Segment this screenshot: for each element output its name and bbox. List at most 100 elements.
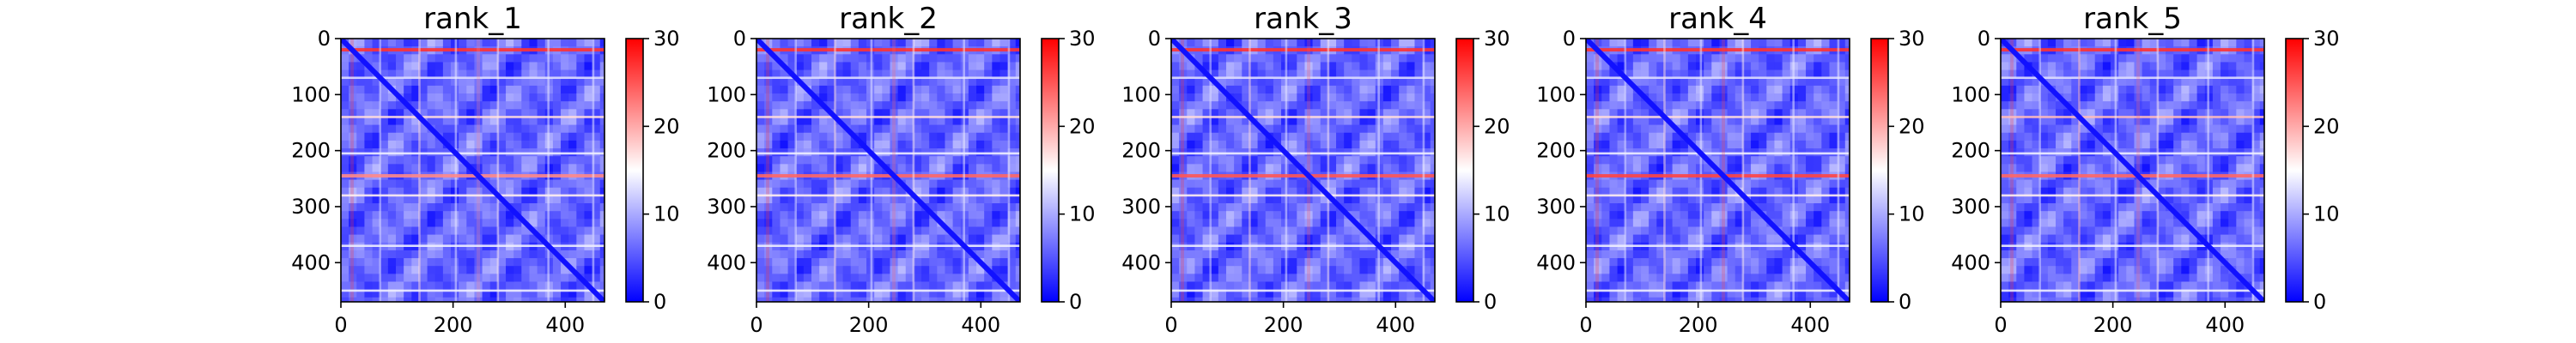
- heatmap-cell: [497, 77, 507, 87]
- heatmap-cell: [897, 85, 907, 94]
- heatmap-cell: [419, 281, 428, 291]
- heatmap-band-col: [477, 39, 480, 302]
- heatmap-cell: [897, 140, 907, 149]
- heatmap-cell: [396, 250, 404, 259]
- heatmap-cell: [984, 289, 993, 298]
- heatmap-cell: [1289, 250, 1297, 259]
- heatmap-cell: [780, 226, 789, 236]
- heatmap-cell: [1594, 281, 1602, 291]
- heatmap-cell: [434, 140, 444, 149]
- heatmap-cell: [1297, 77, 1306, 87]
- heatmap-cell: [1007, 211, 1017, 220]
- heatmap-cell: [1226, 54, 1235, 63]
- heatmap-cell: [1704, 187, 1712, 196]
- heatmap-cell: [1806, 156, 1814, 165]
- heatmap-cell: [1742, 281, 1752, 291]
- heatmap-cell: [929, 289, 938, 298]
- heatmap-cell: [952, 140, 962, 149]
- heatmap-cell: [1649, 179, 1657, 189]
- heatmap-cell: [568, 101, 577, 110]
- heatmap-cell: [349, 250, 357, 259]
- heatmap-cell: [905, 250, 914, 259]
- heatmap-cell: [1609, 226, 1619, 236]
- heatmap-cell: [1797, 93, 1807, 102]
- heatmap-cell: [1797, 164, 1807, 173]
- heatmap-cell: [897, 132, 907, 141]
- heatmap-cell: [787, 62, 797, 71]
- heatmap-cell: [1171, 156, 1180, 165]
- heatmap-cell: [592, 85, 601, 94]
- heatmap-cell: [434, 54, 444, 63]
- heatmap-cell: [992, 258, 1001, 267]
- heatmap-cell: [466, 203, 476, 212]
- heatmap-cell: [1782, 85, 1791, 94]
- heatmap-cell: [1210, 124, 1219, 134]
- heatmap-cell: [1680, 250, 1689, 259]
- heatmap-cell: [850, 289, 860, 298]
- heatmap-cell: [404, 211, 412, 220]
- heatmap-cell: [1399, 77, 1407, 87]
- heatmap-cell: [1594, 219, 1602, 228]
- heatmap-cell: [787, 39, 797, 47]
- heatmap-cell: [474, 39, 483, 47]
- heatmap-cell: [1312, 297, 1321, 302]
- heatmap-cell: [1297, 297, 1306, 302]
- heatmap-cell: [2024, 297, 2033, 302]
- heatmap-cell: [427, 289, 436, 298]
- heatmap-cell: [1234, 124, 1242, 134]
- heatmap-cell: [497, 101, 507, 110]
- heatmap-cell: [1844, 281, 1850, 291]
- heatmap-cell: [1234, 203, 1242, 212]
- heatmap-cell: [1641, 77, 1649, 87]
- heatmap-cell: [364, 85, 374, 94]
- heatmap-cell: [1430, 219, 1435, 228]
- heatmap-cell: [1367, 179, 1376, 189]
- heatmap-cell: [780, 54, 789, 63]
- heatmap-cell: [1751, 297, 1759, 302]
- heatmap-cell: [1382, 266, 1392, 274]
- heatmap-cell: [842, 187, 852, 196]
- heatmap-cell: [882, 85, 891, 94]
- heatmap-cell: [1007, 39, 1017, 47]
- heatmap-cell: [874, 77, 883, 87]
- heatmap-cell: [521, 156, 531, 165]
- heatmap-cell: [1304, 258, 1314, 267]
- heatmap-cell: [1711, 124, 1721, 134]
- heatmap-cell: [803, 226, 812, 236]
- heatmap-cell: [2001, 281, 2009, 291]
- heatmap-cell: [874, 211, 883, 220]
- heatmap-cell: [1687, 195, 1697, 204]
- heatmap-cell: [387, 211, 397, 220]
- heatmap-cell: [1171, 187, 1180, 196]
- heatmap-cell: [2016, 179, 2026, 189]
- heatmap-cell: [1234, 266, 1242, 274]
- heatmap-cell: [584, 69, 593, 79]
- heatmap-band-row: [756, 76, 1020, 80]
- heatmap-cell: [1242, 156, 1251, 165]
- heatmap-cell: [1711, 109, 1721, 118]
- heatmap-cell: [1234, 179, 1242, 189]
- heatmap-cell: [1711, 258, 1721, 267]
- heatmap-cell: [1719, 77, 1728, 87]
- heatmap-cell: [1179, 226, 1188, 236]
- heatmap-cell: [999, 234, 1009, 244]
- heatmap-cell: [434, 211, 444, 220]
- heatmap-cell: [1844, 124, 1850, 134]
- heatmap-cell: [1759, 77, 1767, 87]
- heatmap-cell: [380, 164, 389, 173]
- heatmap-cell: [1187, 156, 1196, 165]
- heatmap-cell: [1664, 164, 1674, 173]
- heatmap-cell: [482, 266, 491, 274]
- heatmap-cell: [937, 297, 946, 302]
- heatmap-cell: [459, 140, 467, 149]
- heatmap-cell: [1391, 195, 1400, 204]
- heatmap-cell: [1766, 226, 1776, 236]
- heatmap-cell: [1609, 164, 1619, 173]
- heatmap-cell: [474, 281, 483, 291]
- heatmap-cell: [803, 132, 812, 141]
- heatmap-cell: [1687, 124, 1697, 134]
- colorbar-tick-label: 10: [653, 202, 680, 226]
- heatmap-cell: [1759, 54, 1767, 63]
- heatmap-cell: [1359, 179, 1369, 189]
- heatmap-cell: [356, 211, 366, 220]
